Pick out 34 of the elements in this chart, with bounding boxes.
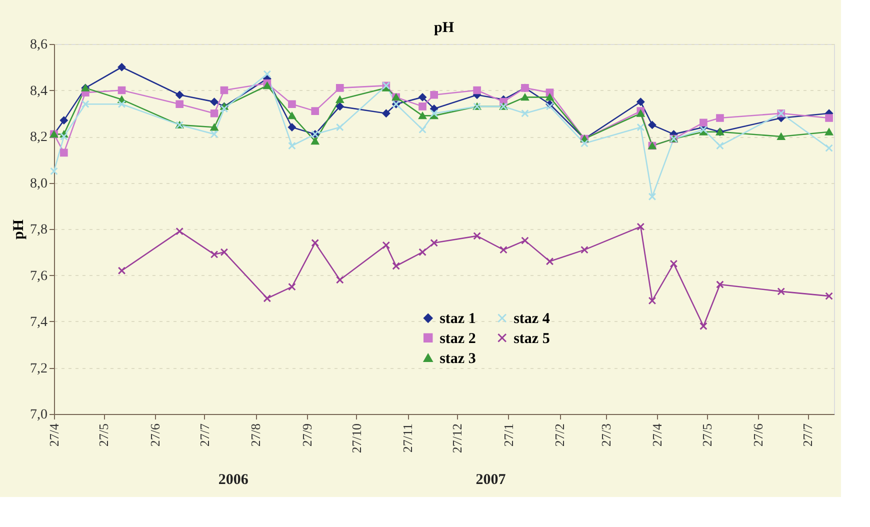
y-tick-label: 7,6: [30, 268, 48, 284]
x-tick-label: 27/4: [650, 423, 665, 447]
legend-label: staz 2: [440, 330, 476, 347]
y-tick-label: 8,0: [30, 176, 48, 192]
x-tick-label: 27/7: [800, 423, 816, 447]
text: 2007: [476, 472, 506, 488]
x-tick-label: 27/6: [750, 423, 766, 447]
y-tick-label: 8,4: [30, 84, 48, 99]
y-tick-label: 8,2: [30, 130, 48, 145]
legend-label: staz 5: [514, 330, 550, 347]
y-tick-label: 7,2: [30, 361, 48, 376]
x-tick-label: 27/3: [598, 424, 614, 447]
text: 2006: [218, 472, 249, 488]
x-tick-label: 27/9: [299, 424, 314, 447]
x-tick-label: 27/4: [46, 423, 62, 447]
y-axis-title: pH: [11, 219, 27, 240]
legend-label: staz 3: [440, 350, 476, 367]
x-tick-label: 27/12: [450, 424, 465, 454]
legend-label: staz 4: [514, 311, 550, 328]
legend-label: staz 1: [440, 311, 476, 328]
x-tick-label: 27/10: [348, 424, 364, 454]
x-tick-label: 27/2: [552, 424, 568, 447]
x-tick-label: 27/5: [96, 424, 112, 447]
chart-title: pH: [434, 20, 454, 36]
x-tick-label: 27/5: [699, 424, 714, 447]
x-tick-label: 27/11: [400, 424, 416, 453]
x-tick-label: 27/8: [248, 424, 264, 447]
y-tick-label: 7,0: [30, 408, 48, 422]
x-tick-label: 27/7: [196, 423, 212, 447]
y-tick-label: 7,4: [30, 315, 48, 330]
y-tick-label: 7,8: [30, 222, 48, 238]
x-tick-label: 27/1: [500, 424, 516, 447]
y-tick-label: 8,6: [30, 38, 48, 52]
x-tick-label: 27/6: [147, 423, 162, 447]
